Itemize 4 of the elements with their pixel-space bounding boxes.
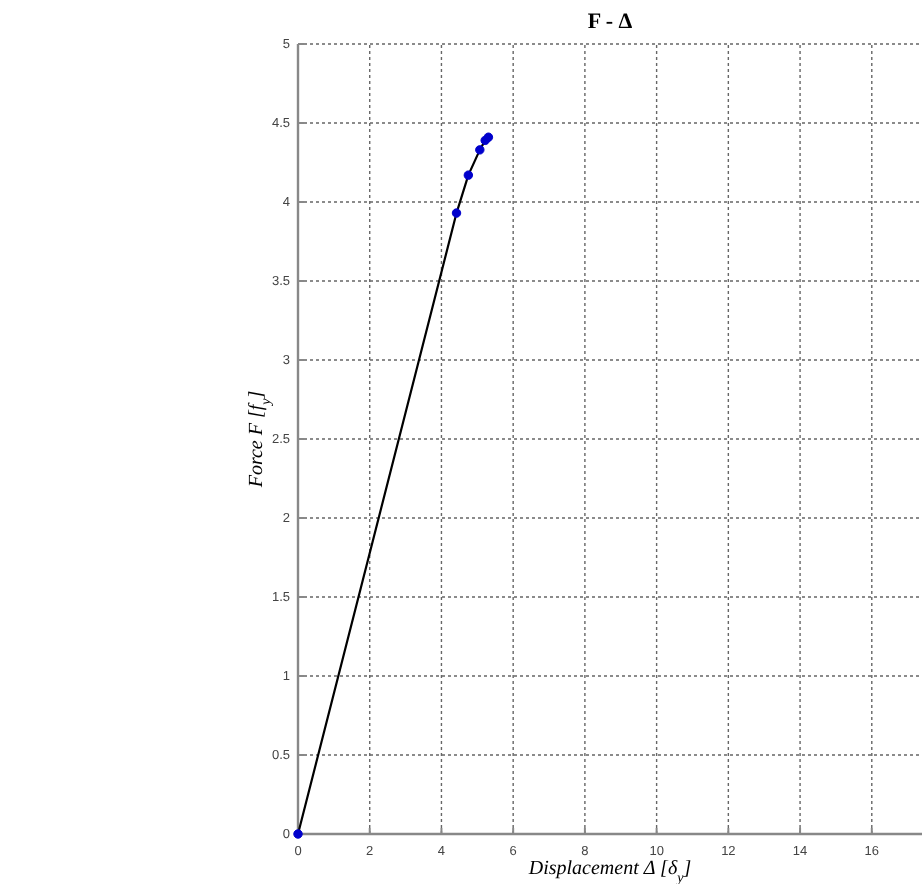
point [463,170,474,180]
chart-title: F - Δ [587,10,633,34]
point [475,145,485,155]
point [451,208,462,218]
